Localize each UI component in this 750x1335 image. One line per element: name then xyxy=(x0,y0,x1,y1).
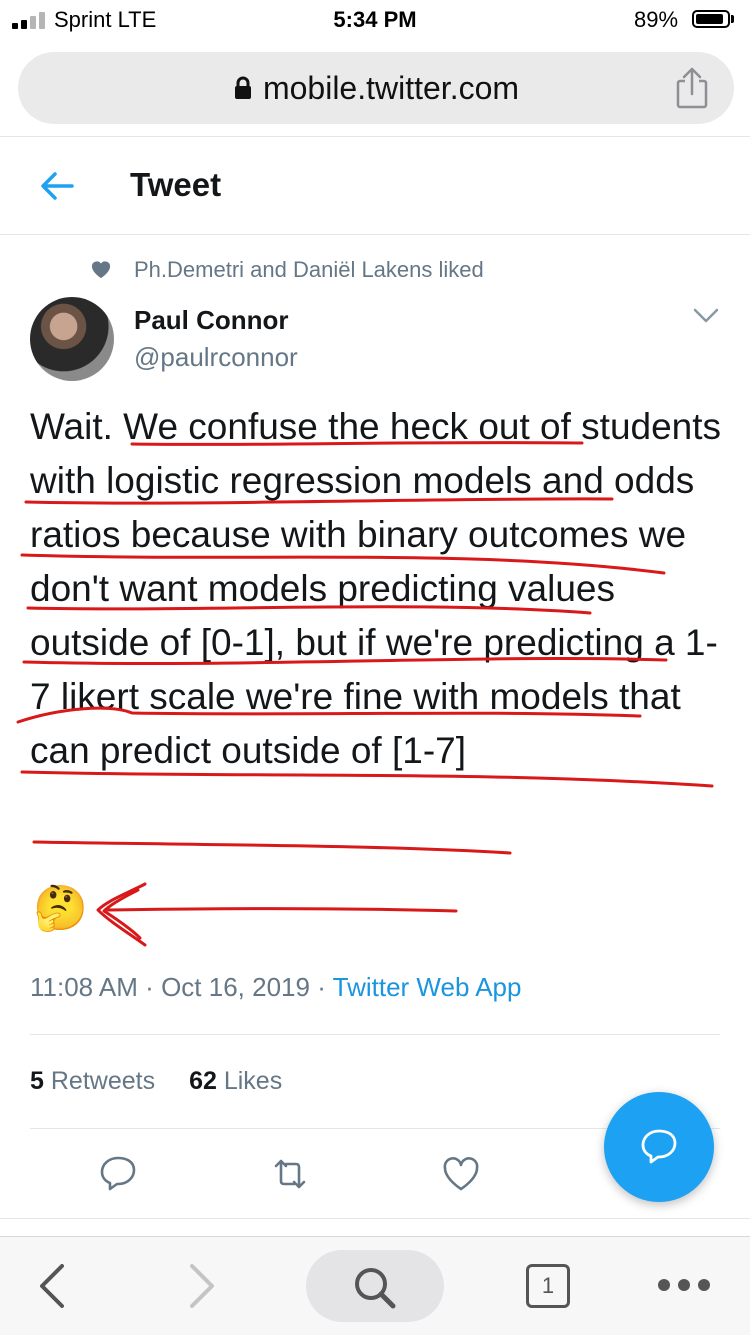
author-name[interactable]: Paul Connor xyxy=(134,305,289,335)
divider xyxy=(0,136,750,137)
divider xyxy=(30,1034,720,1035)
likes-stat[interactable]: 62 Likes xyxy=(189,1067,282,1095)
tweet-date: Oct 16, 2019 xyxy=(161,972,310,1002)
likes-label: Likes xyxy=(223,1067,283,1095)
compose-reply-button[interactable] xyxy=(604,1092,714,1202)
status-time: 5:34 PM xyxy=(333,7,417,32)
chevron-down-icon[interactable] xyxy=(692,306,720,326)
tweet-meta: 11:08 AM · Oct 16, 2019 · Twitter Web Ap… xyxy=(30,972,521,1003)
tweet-text: Wait. We confuse the heck out of student… xyxy=(30,406,722,771)
tweet-source-link[interactable]: Twitter Web App xyxy=(332,972,522,1002)
tweet-time: 11:08 AM xyxy=(30,972,138,1002)
url-text: mobile.twitter.com xyxy=(262,70,520,106)
lock-icon xyxy=(234,76,251,99)
divider xyxy=(30,1128,720,1129)
arrow-left-icon[interactable] xyxy=(38,168,78,204)
retweet-icon[interactable] xyxy=(268,1152,312,1196)
meta-separator: · xyxy=(317,972,326,1002)
thinking-face-emoji: 🤔 xyxy=(33,884,88,933)
carrier-label: Sprint LTE xyxy=(54,7,157,32)
retweets-stat[interactable]: 5 Retweets xyxy=(30,1067,155,1095)
retweets-count: 5 xyxy=(30,1067,44,1095)
author-handle[interactable]: @paulrconnor xyxy=(134,342,298,372)
page-title: Tweet xyxy=(130,166,222,203)
heart-icon xyxy=(91,261,111,279)
reply-icon[interactable] xyxy=(96,1152,140,1196)
retweets-label: Retweets xyxy=(50,1067,156,1095)
signal-strength-icon xyxy=(12,11,52,29)
avatar[interactable] xyxy=(30,297,114,381)
address-bar[interactable]: mobile.twitter.com xyxy=(18,52,734,124)
status-bar: Sprint LTE 5:34 PM 89% xyxy=(0,0,750,40)
browser-forward-icon[interactable] xyxy=(184,1262,218,1310)
battery-nub xyxy=(731,15,734,23)
social-context[interactable]: Ph.Demetri and Daniël Lakens liked xyxy=(134,257,484,282)
divider xyxy=(0,1218,750,1219)
search-icon xyxy=(355,1268,396,1309)
battery-percent: 89% xyxy=(634,7,679,32)
more-options-icon[interactable] xyxy=(656,1275,712,1295)
likes-count: 62 xyxy=(189,1067,217,1095)
heart-icon[interactable] xyxy=(439,1152,483,1196)
meta-separator: · xyxy=(145,972,154,1002)
browser-back-icon[interactable] xyxy=(36,1262,70,1310)
tweet-stats: 5 Retweets 62 Likes xyxy=(30,1067,282,1096)
battery-icon xyxy=(692,10,730,28)
compose-reply-icon xyxy=(641,1129,677,1164)
divider xyxy=(0,234,750,235)
url-display: mobile.twitter.com xyxy=(18,70,734,107)
browser-tabs-button[interactable]: 1 xyxy=(526,1264,570,1308)
browser-search-button[interactable] xyxy=(306,1250,444,1322)
share-icon[interactable] xyxy=(672,66,712,110)
